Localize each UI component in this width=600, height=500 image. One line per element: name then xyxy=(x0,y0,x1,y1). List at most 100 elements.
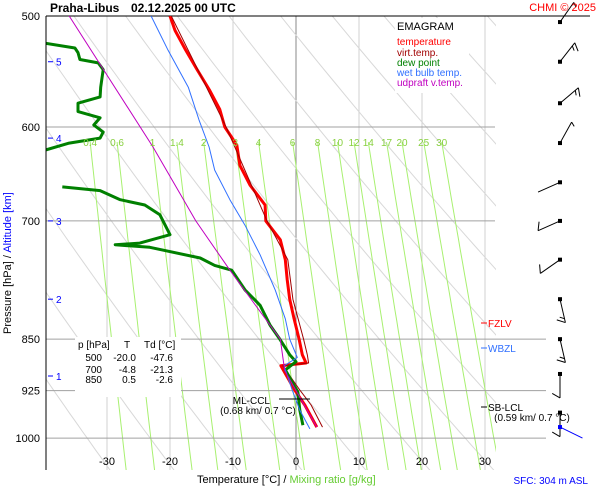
mixing-ratio-tick-label: 2 xyxy=(201,138,207,149)
barb-full xyxy=(537,221,540,231)
sb-lcl-marker: SB-LCL (0.59 km/ 0.7 °C) xyxy=(481,403,570,424)
mixing-ratio-line xyxy=(401,142,458,470)
wind-barb xyxy=(537,180,562,193)
wind-barb xyxy=(539,257,562,274)
dry-adiabat-line xyxy=(73,16,431,470)
altitude-tick-label: 5 xyxy=(56,58,62,69)
y-tick-label: 700 xyxy=(22,216,40,228)
mixing-ratio-tick-label: 20 xyxy=(396,138,408,149)
mixing-ratio-line xyxy=(176,142,219,470)
mixing-ratio-line xyxy=(258,142,305,470)
table-cell: -47.6 xyxy=(150,353,173,364)
y-tick-label: 600 xyxy=(22,122,40,134)
barb-half xyxy=(571,121,575,127)
mixing-ratio-line xyxy=(292,142,342,470)
legend-item: virt.temp. xyxy=(397,48,438,59)
barb-full xyxy=(556,319,566,324)
mixing-ratio-tick-label: 14 xyxy=(363,138,375,149)
dry-adiabat-line xyxy=(124,16,495,470)
series-dew-point xyxy=(46,41,305,426)
table-header: p [hPa] xyxy=(78,340,110,351)
mixing-ratio-tick-label: 8 xyxy=(315,138,321,149)
sb-lcl-detail: (0.59 km/ 0.7 °C) xyxy=(494,413,570,424)
legend-item: temperature xyxy=(397,37,451,48)
table-cell: 0.5 xyxy=(122,375,136,386)
x-tick-label: -10 xyxy=(225,456,241,468)
datetime-title: 02.12.2025 00 UTC xyxy=(131,1,236,15)
profiles xyxy=(46,16,323,430)
station-title: Praha-Libus xyxy=(50,1,120,15)
mixing-ratio-line xyxy=(89,142,127,470)
x-tick-label: 0 xyxy=(293,456,299,468)
x-axis-label: Temperature [°C] xyxy=(197,474,280,486)
mixing-ratio-line xyxy=(353,142,407,470)
mixing-ratio-line xyxy=(441,142,496,453)
x-tick-label: 10 xyxy=(353,456,365,468)
y-tick-label: 925 xyxy=(22,386,40,398)
wind-barbs xyxy=(537,2,583,439)
dry-adiabat-line xyxy=(46,127,303,470)
dry-adiabat-line xyxy=(516,0,600,479)
mixing-ratio-tick-label: 25 xyxy=(418,138,430,149)
x-axis-title: Temperature [°C] / Mixing ratio [g/kg] xyxy=(197,474,376,486)
y-tick-label: 850 xyxy=(22,334,40,346)
surface-wind-line xyxy=(559,426,583,439)
dry-adiabat-line xyxy=(567,0,600,479)
x-tick-label: 30 xyxy=(479,456,491,468)
series-virt-temp xyxy=(170,16,323,428)
table-cell: -4.8 xyxy=(119,365,137,376)
barb-shaft xyxy=(559,299,566,323)
wbzl-label: WBZL xyxy=(488,344,516,355)
mixing-ratio-tick-label: 30 xyxy=(436,138,448,149)
mixing-ratio-line xyxy=(234,142,281,470)
surface-elevation: SFC: 304 m ASL xyxy=(514,476,589,487)
barb-full xyxy=(574,42,579,52)
fzlv-label: FZLV xyxy=(488,319,512,330)
barb-full xyxy=(556,359,566,364)
mixing-ratio-line xyxy=(317,142,368,470)
dry-adiabat-line xyxy=(279,16,496,271)
mixing-ratio-line xyxy=(423,142,481,470)
y-tick-label: 1000 xyxy=(16,433,40,445)
legend-item: wet bulb temp. xyxy=(396,68,462,79)
x-tick-label: -30 xyxy=(99,456,115,468)
wind-barb xyxy=(558,42,579,64)
barb-half xyxy=(571,45,575,51)
barb-shaft xyxy=(559,121,573,144)
barb-full xyxy=(551,431,561,438)
legend: EMAGRAM temperature virt.temp. dew point… xyxy=(395,18,469,93)
barb-shaft xyxy=(537,181,561,193)
table-cell: 700 xyxy=(85,365,102,376)
barb-shaft xyxy=(559,87,579,104)
barb-shaft xyxy=(537,220,561,232)
altitude-tick-label: 3 xyxy=(56,217,62,228)
barb-shaft xyxy=(559,2,575,23)
barb-full xyxy=(551,392,561,399)
table-header: Td [°C] xyxy=(144,340,175,351)
altitude-tick-label: 4 xyxy=(56,134,62,145)
mixing-ratio-line xyxy=(116,142,156,470)
barb-shaft xyxy=(540,259,561,274)
dry-adiabat-line xyxy=(383,16,496,145)
dry-adiabat-line xyxy=(46,49,367,470)
wind-barb xyxy=(551,371,562,399)
barb-half xyxy=(574,90,577,96)
barb-shaft xyxy=(559,42,576,63)
y-axis-title: Pressure [hPa] / Altitude [km] xyxy=(2,192,14,334)
altitude-axis-label: Altitude [km] xyxy=(2,192,14,253)
x-tick-label: -20 xyxy=(162,456,178,468)
ml-ccl-detail: (0.68 km/ 0.7 °C) xyxy=(220,406,296,417)
mixing-ratio-line xyxy=(386,142,442,470)
mixing-ratio-tick-label: 12 xyxy=(348,138,360,149)
y-axis-label: Pressure [hPa] xyxy=(2,261,14,334)
table-cell: -2.6 xyxy=(156,375,174,386)
mixing-ratio-tick-label: 10 xyxy=(332,138,344,149)
mixing-ratio-tick-label: 1.4 xyxy=(170,138,184,149)
mixing-ratio-line xyxy=(367,142,422,470)
mixing-ratio-line xyxy=(152,142,193,470)
mixing-ratio-tick-label: 0.6 xyxy=(110,138,124,149)
fzlv-marker: FZLV xyxy=(481,319,512,330)
altitude-tick-label: 1 xyxy=(56,372,62,383)
altitude-tick-label: 2 xyxy=(56,295,62,306)
wind-barb xyxy=(537,218,562,232)
